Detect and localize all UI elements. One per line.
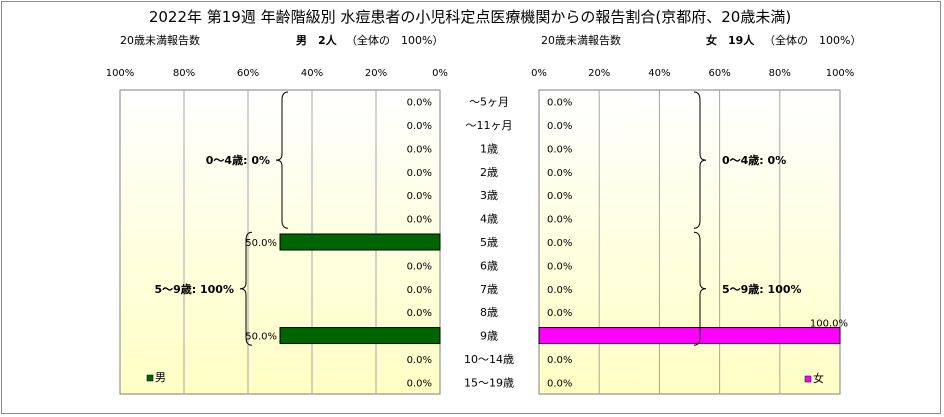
category-label: 15～19歳 [464,376,514,389]
male-tick-label: 60% [237,68,259,79]
female-group-brace [693,231,707,346]
female-data-label: 0.0% [547,168,572,179]
male-data-label: 0.0% [407,308,432,319]
left-header-share: （全体の 100%） [346,33,443,47]
category-label: 2歳 [480,166,498,179]
male-bar [279,233,441,251]
male-data-label: 0.0% [407,98,432,109]
female-data-label: 0.0% [547,238,572,249]
female-tick-label: 100% [826,68,855,79]
category-label: ～11ヶ月 [466,119,513,132]
male-bar [279,327,441,345]
male-data-label: 0.0% [407,261,432,272]
category-label: 9歳 [480,330,498,343]
female-data-label: 0.0% [547,285,572,296]
right-header-label: 20歳未満報告数 [541,34,621,47]
male-data-label: 0.0% [407,285,432,296]
male-tick-label: 80% [173,68,195,79]
male-data-label: 0.0% [407,121,432,132]
category-label: 10～14歳 [464,353,514,366]
male-data-label: 0.0% [407,144,432,155]
female-bar [538,327,841,345]
female-data-label: 0.0% [547,261,572,272]
male-tick-label: 20% [365,68,387,79]
male-tick-label: 0% [432,68,448,79]
category-label: 1歳 [480,142,498,155]
category-label: 5歳 [480,236,498,249]
right-header-count: 女 19人 [706,33,755,47]
female-legend-label: 女 [813,371,824,385]
female-tick-label: 20% [588,68,610,79]
male-data-label: 0.0% [407,168,432,179]
male-data-label: 0.0% [407,215,432,226]
female-tick-label: 60% [708,68,730,79]
female-group-brace [693,91,707,229]
category-label: 8歳 [480,306,498,319]
category-label: 6歳 [480,259,498,272]
male-data-label: 50.0% [245,238,277,249]
female-plot-area [538,89,841,395]
female-tick-label: 80% [769,68,791,79]
male-data-label: 50.0% [245,332,277,343]
female-group-label: 0～4歳: 0% [722,153,786,167]
male-legend-label: 男 [155,371,166,384]
category-label: 4歳 [480,213,498,226]
left-header-count: 男 2人 [296,33,338,47]
female-group-label: 5～9歳: 100% [722,282,802,296]
female-tick-label: 0% [531,68,547,79]
female-data-label: 0.0% [547,121,572,132]
female-data-label: 0.0% [547,355,572,366]
male-data-label: 0.0% [407,191,432,202]
chart-title: 2022年 第19週 年齢階級別 水痘患者の小児科定点医療機関からの報告割合(京… [149,8,791,26]
male-group-brace [275,91,289,229]
male-legend-swatch [146,374,154,382]
right-header-share: （全体の 100%） [764,33,861,47]
category-label: 3歳 [480,189,498,202]
male-group-label: 0～4歳: 0% [206,153,270,167]
male-tick-label: 40% [301,68,323,79]
category-label: 7歳 [480,283,498,296]
female-legend-swatch [804,375,812,383]
male-data-label: 0.0% [407,355,432,366]
female-data-label: 0.0% [547,98,572,109]
female-data-label: 0.0% [547,144,572,155]
category-label: ～5ヶ月 [469,96,509,109]
male-tick-label: 100% [106,68,135,79]
male-data-label: 0.0% [407,378,432,389]
left-header-label: 20歳未満報告数 [120,34,200,47]
female-data-label: 100.0% [810,319,848,330]
male-group-brace [239,231,253,346]
female-data-label: 0.0% [547,215,572,226]
female-tick-label: 40% [648,68,670,79]
female-data-label: 0.0% [547,378,572,389]
female-data-label: 0.0% [547,191,572,202]
female-data-label: 0.0% [547,308,572,319]
male-group-label: 5～9歳: 100% [154,282,234,296]
